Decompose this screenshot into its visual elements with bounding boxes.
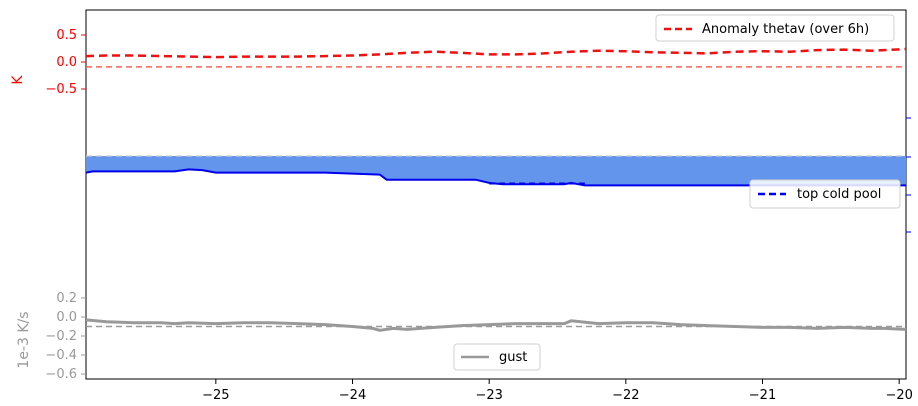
y-tick-label: −0.4 [45,348,77,363]
x-tick-label: −21 [749,388,776,403]
x-tick-label: −25 [202,388,229,403]
y-tick-label: −0.6 [45,367,77,382]
anomaly-thetav-line [85,47,907,59]
legend-gust-box [453,343,541,371]
legend-anomaly: Anomaly thetav (over 6h) [655,14,895,42]
cold-pool-panel [85,155,906,187]
legend-top-cold-pool-box [749,179,901,209]
y-tick-label: 0.2 [56,291,77,306]
legend-top-cold-pool-label: top cold pool [797,187,881,202]
legend-top-cold-pool: top cold pool [749,179,901,209]
legend-anomaly-box [655,14,895,42]
right-axis-ticks [906,117,911,233]
legend-gust-label: gust [499,350,527,365]
legend-gust: gust [453,343,541,371]
bottom-panel-y-ticks: 0.2 0.0 −0.2 −0.4 −0.6 [45,291,86,382]
y-tick-label: −0.2 [45,329,77,344]
gust-line [85,318,907,332]
bottom-panel-y-label: 1e-3 K/s [16,311,32,368]
x-tick-label: −20 [885,388,912,403]
legend-anomaly-label: Anomaly thetav (over 6h) [702,22,869,37]
x-tick-label: −24 [339,388,366,403]
top-panel-y-label: K [10,75,26,85]
top-panel-y-ticks: 0.5 0.0 −0.5 [45,28,86,97]
y-tick-label: −0.5 [45,82,77,97]
x-tick-label: −23 [475,388,502,403]
y-tick-label: 0.0 [56,310,77,325]
x-axis-ticks: −25 −24 −23 −22 −21 −20 [202,379,913,403]
y-tick-label: 0.0 [56,55,77,70]
y-tick-label: 0.5 [56,28,77,43]
cold-pool-line [85,168,906,187]
series-layer [85,47,907,332]
cold-pool-fill [86,156,906,186]
x-tick-label: −22 [612,388,639,403]
